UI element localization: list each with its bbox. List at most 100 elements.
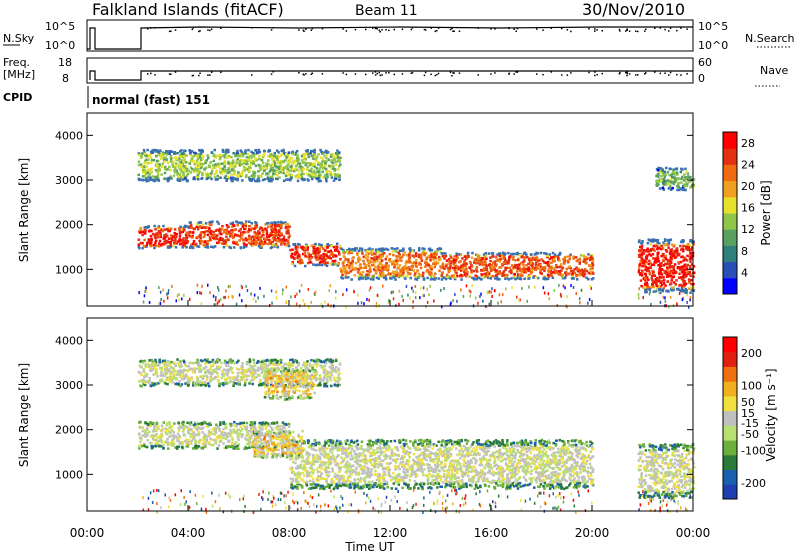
- scatter-cell: [580, 288, 583, 292]
- echo-cell: [323, 259, 326, 263]
- echo-cell: [144, 421, 147, 425]
- echo-cell: [397, 274, 400, 277]
- echo-cell: [195, 166, 199, 169]
- echo-cell: [221, 148, 225, 152]
- echo-cell: [471, 251, 474, 255]
- echo-cell: [329, 262, 332, 265]
- echo-cell: [481, 275, 485, 278]
- echo-cell: [448, 262, 451, 266]
- echo-cell: [675, 250, 678, 253]
- echo-cell: [184, 161, 188, 164]
- echo-cell: [525, 268, 529, 271]
- echo-cell: [427, 247, 431, 251]
- noise-search-dot: [423, 28, 426, 31]
- echo-cell: [397, 251, 400, 254]
- echo-cell: [666, 268, 669, 271]
- echo-cell: [327, 250, 330, 253]
- echo-cell: [498, 252, 502, 255]
- echo-cell: [182, 174, 185, 177]
- nave-dot: [628, 73, 631, 75]
- echo-cell: [173, 151, 176, 154]
- echo-cell: [156, 165, 159, 168]
- echo-cell: [547, 263, 550, 266]
- noise-right-tick-bottom: 10^0: [698, 39, 728, 52]
- echo-cell: [289, 169, 293, 173]
- scatter-cell: [590, 286, 592, 290]
- nave-dot: [424, 71, 427, 74]
- scatter-cell: [673, 286, 675, 290]
- echo-cell: [232, 447, 235, 450]
- echo-cell: [320, 263, 324, 267]
- echo-cell: [366, 484, 370, 487]
- nave-dot: [311, 72, 314, 74]
- echo-cell: [470, 269, 473, 272]
- echo-cell: [663, 175, 667, 178]
- echo-cell: [306, 255, 309, 259]
- echo-cell: [523, 277, 526, 280]
- echo-cell: [233, 443, 236, 446]
- scatter-cell: [662, 295, 665, 299]
- echo-cell: [157, 234, 161, 238]
- nave-dot: [550, 71, 552, 73]
- echo-cell: [219, 167, 222, 171]
- scatter-cell: [295, 302, 298, 306]
- echo-cell: [240, 150, 243, 154]
- noise-search-dot: [664, 28, 666, 31]
- echo-cell: [565, 255, 569, 258]
- scatter-cell: [412, 306, 414, 309]
- echo-cell: [435, 251, 438, 254]
- echo-cell: [536, 252, 540, 255]
- echo-cell: [407, 256, 411, 260]
- echo-cell: [325, 252, 328, 256]
- nave-dot: [458, 72, 461, 74]
- scatter-cell: [469, 294, 471, 298]
- echo-cell: [162, 224, 165, 228]
- scatter-cell: [681, 298, 684, 302]
- colorbar-swatch: [723, 213, 737, 230]
- echo-cell: [238, 221, 241, 224]
- echo-cell: [250, 227, 254, 230]
- echo-cell: [180, 159, 183, 162]
- echo-cell: [535, 257, 538, 261]
- echo-cell: [245, 160, 249, 163]
- echo-cell: [275, 166, 278, 169]
- scatter-cell: [488, 290, 491, 294]
- echo-cell: [689, 239, 692, 242]
- echo-cell: [518, 263, 521, 266]
- echo-cell: [217, 165, 221, 168]
- echo-cell: [648, 271, 651, 275]
- echo-cell: [234, 431, 237, 434]
- echo-cell: [662, 179, 665, 182]
- echo-cell: [417, 275, 420, 279]
- noise-search-dot: [458, 30, 461, 32]
- echo-cell: [260, 431, 264, 435]
- echo-cell: [224, 437, 228, 440]
- echo-cell: [277, 156, 280, 159]
- echo-cell: [534, 256, 537, 260]
- echo-cell: [210, 171, 213, 175]
- echo-cell: [242, 152, 245, 155]
- echo-cell: [203, 420, 206, 424]
- echo-cell: [304, 163, 308, 167]
- echo-cell: [224, 162, 227, 165]
- echo-cell: [259, 168, 262, 172]
- echo-cell: [449, 277, 452, 280]
- echo-cell: [433, 275, 436, 278]
- noise-search-dot: [207, 29, 209, 31]
- echo-cell: [268, 424, 271, 427]
- freq-right-tick-bottom: 0: [698, 72, 705, 85]
- scatter-cell: [225, 289, 227, 293]
- echo-cell: [271, 162, 274, 165]
- echo-cell: [648, 259, 651, 263]
- colorbar-swatch: [723, 229, 737, 246]
- colorbar-tick-label: 12: [741, 223, 755, 236]
- echo-cell: [236, 149, 239, 153]
- echo-cell: [168, 246, 171, 249]
- echo-cell: [475, 253, 479, 257]
- echo-cell: [653, 249, 656, 252]
- echo-cell: [215, 438, 218, 441]
- scatter-cell: [475, 296, 477, 300]
- echo-cell: [253, 231, 256, 234]
- echo-cell: [415, 469, 418, 472]
- echo-cell: [241, 179, 244, 182]
